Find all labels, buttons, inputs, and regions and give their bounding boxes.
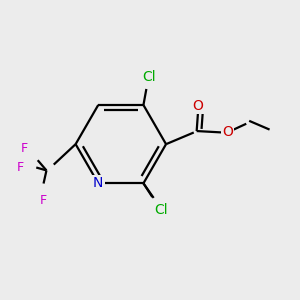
- Text: N: N: [93, 176, 104, 190]
- Text: O: O: [193, 99, 204, 113]
- Text: F: F: [40, 194, 47, 207]
- Text: Cl: Cl: [142, 70, 156, 84]
- Text: O: O: [222, 125, 233, 140]
- Text: F: F: [16, 161, 24, 174]
- Text: F: F: [21, 142, 28, 155]
- Text: Cl: Cl: [154, 202, 168, 217]
